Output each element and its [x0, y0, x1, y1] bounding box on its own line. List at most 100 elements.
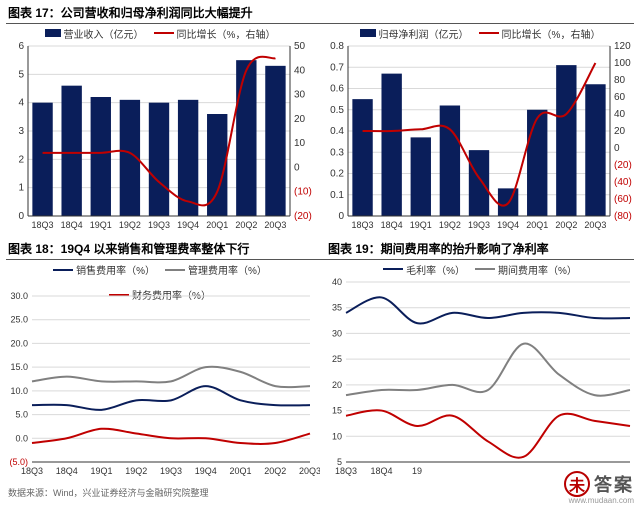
svg-text:0.2: 0.2 [330, 169, 344, 180]
svg-text:18Q4: 18Q4 [381, 220, 403, 230]
svg-text:0: 0 [18, 211, 24, 222]
svg-text:4: 4 [18, 98, 24, 109]
svg-text:15.0: 15.0 [10, 362, 28, 372]
svg-text:80: 80 [614, 75, 626, 86]
svg-text:20Q1: 20Q1 [206, 220, 228, 230]
svg-text:35: 35 [332, 303, 342, 313]
svg-text:19Q2: 19Q2 [119, 220, 141, 230]
svg-text:5.0: 5.0 [15, 410, 28, 420]
svg-text:3: 3 [18, 126, 24, 137]
svg-text:25.0: 25.0 [10, 315, 28, 325]
svg-text:6: 6 [18, 41, 24, 52]
bar-swatch [360, 29, 376, 37]
fig17-left-legend: 营业收入（亿元） 同比增长（%，右轴） [0, 26, 320, 40]
source-footer: 数据来源：Wind，兴业证券经济与金融研究院整理 [8, 486, 209, 499]
svg-text:20Q2: 20Q2 [264, 466, 286, 476]
fig18-panel: 销售费用率（%）管理费用率（%）财务费用率（%） (5.0)0.05.010.0… [0, 262, 320, 482]
fig19-chart: 51015202530354018Q318Q419 [320, 276, 640, 482]
legend-line-label: 同比增长（%，右轴） [177, 26, 276, 41]
svg-text:19Q3: 19Q3 [468, 220, 490, 230]
watermark-text: 答案 [594, 471, 634, 497]
svg-text:20: 20 [332, 380, 342, 390]
fig18-chart: (5.0)0.05.010.015.020.025.030.018Q318Q41… [0, 290, 320, 482]
svg-text:0.6: 0.6 [330, 84, 344, 95]
svg-text:20Q1: 20Q1 [229, 466, 251, 476]
legend-line-label: 同比增长（%，右轴） [502, 26, 601, 41]
svg-text:0: 0 [614, 143, 620, 154]
svg-text:50: 50 [294, 41, 306, 52]
svg-text:0: 0 [338, 211, 344, 222]
svg-text:20Q2: 20Q2 [235, 220, 257, 230]
svg-text:25: 25 [332, 354, 342, 364]
svg-text:19Q1: 19Q1 [410, 220, 432, 230]
row-bottom: 销售费用率（%）管理费用率（%）财务费用率（%） (5.0)0.05.010.0… [0, 262, 640, 482]
svg-text:(10): (10) [294, 187, 312, 198]
line-swatch [154, 32, 174, 34]
svg-text:20Q3: 20Q3 [584, 220, 606, 230]
svg-text:40: 40 [614, 109, 626, 120]
rule1 [6, 23, 634, 24]
svg-text:30: 30 [294, 90, 306, 101]
watermark-url: www.mudaan.com [569, 496, 634, 505]
svg-text:15: 15 [332, 406, 342, 416]
svg-text:60: 60 [614, 92, 626, 103]
svg-text:19Q3: 19Q3 [160, 466, 182, 476]
svg-text:20Q1: 20Q1 [526, 220, 548, 230]
svg-text:18Q3: 18Q3 [335, 466, 357, 476]
svg-text:20.0: 20.0 [10, 338, 28, 348]
svg-text:100: 100 [614, 58, 631, 69]
svg-text:1: 1 [18, 183, 24, 194]
svg-text:(60): (60) [614, 194, 632, 205]
fig17-left: 营业收入（亿元） 同比增长（%，右轴） 0123456(20)(10)01020… [0, 26, 320, 236]
svg-text:18Q3: 18Q3 [32, 220, 54, 230]
svg-text:40: 40 [332, 277, 342, 287]
fig17-title: 图表 17：公司营收和归母净利润同比大幅提升 [0, 0, 640, 23]
fig19-title: 图表 19：期间费用率的抬升影响了净利率 [320, 236, 640, 259]
svg-text:19Q4: 19Q4 [497, 220, 519, 230]
svg-text:20: 20 [294, 114, 306, 125]
svg-text:19: 19 [412, 466, 422, 476]
svg-text:30.0: 30.0 [10, 291, 28, 301]
svg-text:0.8: 0.8 [330, 41, 344, 52]
svg-text:(20): (20) [294, 211, 312, 222]
svg-text:10.0: 10.0 [10, 386, 28, 396]
svg-text:19Q3: 19Q3 [148, 220, 170, 230]
svg-text:(80): (80) [614, 211, 632, 222]
svg-text:20Q2: 20Q2 [555, 220, 577, 230]
svg-text:10: 10 [332, 431, 342, 441]
svg-text:0.4: 0.4 [330, 126, 344, 137]
svg-text:0.7: 0.7 [330, 62, 344, 73]
bar-swatch [45, 29, 61, 37]
row-top: 营业收入（亿元） 同比增长（%，右轴） 0123456(20)(10)01020… [0, 26, 640, 236]
svg-text:0.0: 0.0 [15, 433, 28, 443]
svg-text:2: 2 [18, 154, 24, 165]
svg-text:0: 0 [294, 162, 300, 173]
svg-text:0.1: 0.1 [330, 190, 344, 201]
svg-text:0.5: 0.5 [330, 105, 344, 116]
watermark: 未 答案 [564, 471, 634, 497]
svg-text:18Q3: 18Q3 [352, 220, 374, 230]
svg-text:19Q4: 19Q4 [195, 466, 217, 476]
svg-text:19Q1: 19Q1 [90, 466, 112, 476]
svg-text:120: 120 [614, 41, 631, 52]
svg-text:(20): (20) [614, 160, 632, 171]
fig17-left-chart: 0123456(20)(10)0102030405018Q318Q419Q119… [0, 40, 320, 236]
fig19-legend: 毛利率（%）期间费用率（%） [320, 262, 640, 276]
svg-text:18Q4: 18Q4 [61, 220, 83, 230]
svg-text:40: 40 [294, 65, 306, 76]
svg-text:18Q4: 18Q4 [370, 466, 392, 476]
fig18-title: 图表 18：19Q4 以来销售和管理费率整体下行 [0, 236, 320, 259]
svg-text:(40): (40) [614, 177, 632, 188]
legend-bar-label: 营业收入（亿元） [64, 26, 144, 41]
row-mid-titles: 图表 18：19Q4 以来销售和管理费率整体下行 图表 19：期间费用率的抬升影… [0, 236, 640, 259]
svg-text:19Q1: 19Q1 [90, 220, 112, 230]
svg-text:19Q2: 19Q2 [125, 466, 147, 476]
svg-text:18Q4: 18Q4 [56, 466, 78, 476]
fig19-panel: 毛利率（%）期间费用率（%） 51015202530354018Q318Q419 [320, 262, 640, 482]
legend-bar-label: 归母净利润（亿元） [379, 26, 469, 41]
svg-text:0.3: 0.3 [330, 147, 344, 158]
svg-text:10: 10 [294, 138, 306, 149]
fig18-legend: 销售费用率（%）管理费用率（%）财务费用率（%） [0, 262, 320, 290]
svg-text:20Q3: 20Q3 [299, 466, 320, 476]
fig17-right-chart: 0 0.1 0.2 0.3 0.4 0.5 0.6 0.7 0.8 (80) (60) (40) (20… [320, 40, 640, 236]
